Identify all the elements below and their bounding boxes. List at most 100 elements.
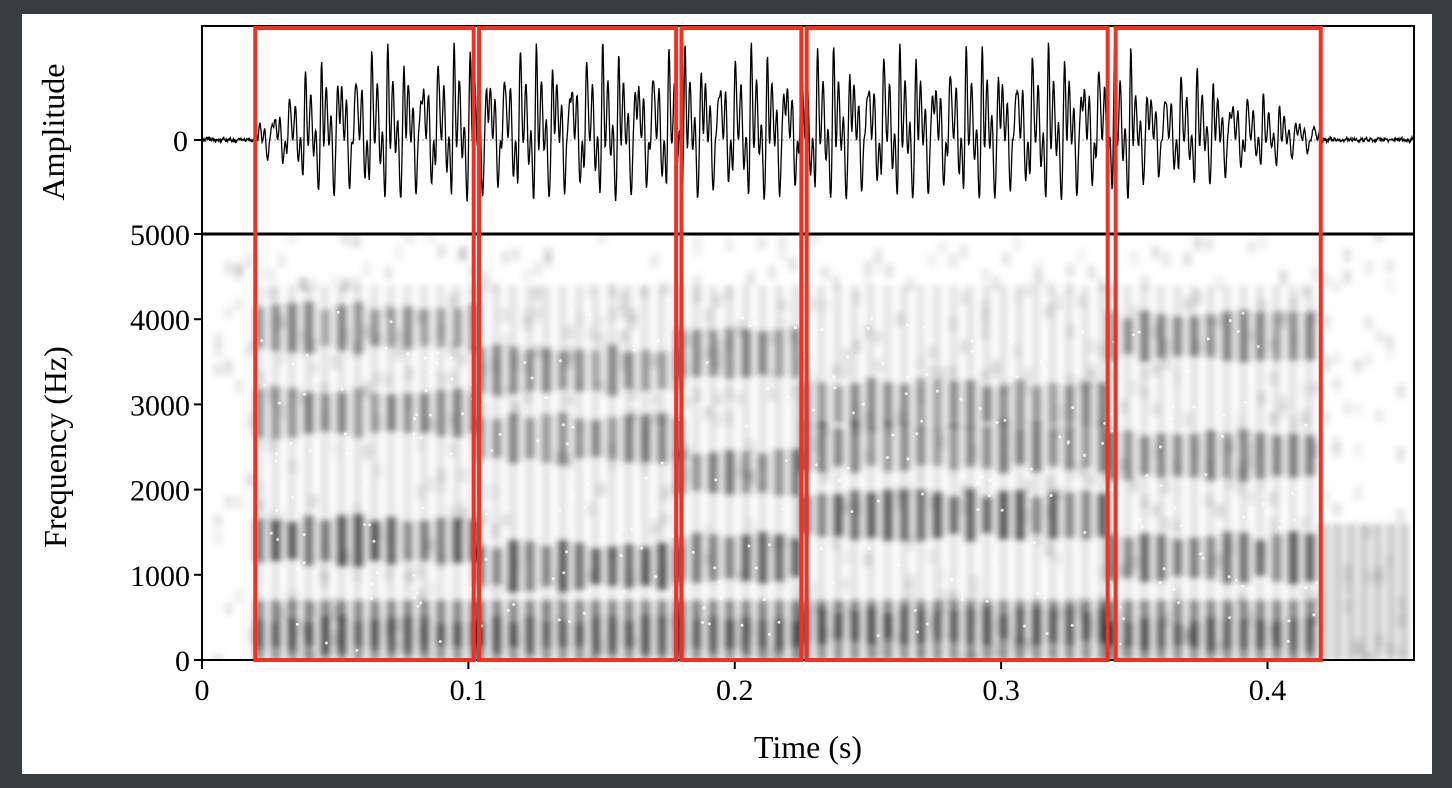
spectrogram-speckle — [406, 352, 410, 356]
spectrogram-haze — [247, 474, 253, 489]
spectrogram-image — [215, 234, 1408, 660]
spectrogram-haze — [598, 332, 604, 347]
y-tick-label: 2000 — [130, 475, 190, 508]
spectrogram-haze — [545, 246, 551, 261]
spectrogram-speckle — [714, 478, 718, 482]
spectrogram-speckle — [1201, 556, 1205, 560]
spectrogram-speckle — [1138, 517, 1142, 521]
spectrogram-speckle — [1110, 429, 1114, 433]
spectrogram-haze — [1312, 266, 1318, 281]
spectrogram-speckle — [766, 387, 770, 391]
spectrogram-haze — [1120, 458, 1126, 473]
spectrogram-haze — [1344, 564, 1350, 579]
spectrogram-speckle — [1177, 601, 1181, 605]
spectrogram-haze — [449, 343, 455, 358]
spectrogram-speckle — [567, 620, 571, 624]
spectrogram-speckle — [1172, 587, 1176, 591]
spectrogram-speckle — [1040, 359, 1044, 363]
spectrogram-speckle — [587, 589, 591, 593]
spectrogram-haze — [1302, 284, 1308, 299]
spectrogram-speckle — [1122, 617, 1126, 621]
spectrogram-speckle — [536, 439, 540, 443]
spectrogram-haze — [364, 379, 370, 394]
spectrogram-haze — [481, 281, 487, 296]
spectrogram-striation — [322, 285, 328, 643]
spectrogram-speckle — [785, 408, 789, 412]
spectrogram-haze — [566, 454, 572, 469]
spectrogram-speckle — [671, 534, 675, 538]
spectrogram-haze — [1025, 382, 1031, 397]
spectrogram-haze — [566, 343, 572, 358]
spectrogram-haze — [1078, 248, 1084, 263]
spectrogram-haze — [811, 372, 817, 387]
spectrogram-speckle — [413, 417, 417, 421]
spectrogram-striation — [1017, 285, 1023, 643]
spectrogram-haze — [364, 325, 370, 340]
spectrogram-haze — [1046, 304, 1052, 319]
spectrogram-haze — [1184, 412, 1190, 427]
spectrogram-tail — [1400, 523, 1408, 660]
spectrogram-haze — [1248, 490, 1254, 505]
spectrogram-haze — [1152, 362, 1158, 377]
spectrogram-speckle — [985, 599, 989, 603]
waveform-panel: 0 Amplitude — [35, 25, 1415, 235]
spectrogram-haze — [1312, 611, 1318, 626]
spectrogram-speckle — [1241, 311, 1245, 315]
spectrogram-speckle — [269, 531, 273, 535]
spectrogram-haze — [1323, 489, 1329, 504]
figure: 0 Amplitude 0 1000 2000 3000 4000 5000 Freque… — [22, 14, 1432, 774]
spectrogram-haze — [1366, 651, 1372, 660]
spectrogram-speckle — [915, 432, 919, 436]
spectrogram-speckle — [424, 389, 428, 393]
spectrogram-striation — [626, 285, 632, 643]
spectrogram-striation — [1273, 285, 1279, 643]
spectrogram-haze — [279, 352, 285, 367]
spectrogram-speckle — [289, 441, 293, 445]
spectrogram-speckle — [461, 412, 465, 416]
spectrogram-haze — [1035, 273, 1041, 288]
spectrogram-speckle — [740, 623, 744, 627]
spectrogram-striation — [355, 285, 361, 643]
spectrogram-speckle — [295, 566, 299, 570]
spectrogram-haze — [822, 468, 828, 483]
spectrogram-haze — [1344, 400, 1350, 415]
spectrogram-haze — [652, 527, 658, 542]
spectrogram-speckle — [277, 401, 281, 405]
spectrogram-haze — [1398, 384, 1404, 399]
spectrogram-speckle — [777, 620, 781, 624]
spectrogram-speckle — [717, 580, 721, 584]
spectrogram-speckle — [913, 609, 917, 613]
spectrogram-speckle — [450, 377, 454, 381]
spectrogram-speckle — [832, 581, 836, 585]
spectrogram-haze — [1025, 367, 1031, 382]
spectrogram-striation — [576, 285, 582, 643]
spectrogram-haze — [705, 345, 711, 360]
spectrogram-haze — [939, 366, 945, 381]
spectrogram-haze — [780, 317, 786, 332]
spectrogram-speckle — [324, 641, 328, 645]
spectrogram-haze — [1131, 555, 1137, 570]
spectrogram-speckle — [1228, 616, 1232, 620]
spectrogram-speckle — [583, 505, 587, 509]
spectrogram-striation — [289, 285, 295, 643]
spectrogram-haze — [311, 494, 317, 509]
spectrogram-haze — [524, 268, 530, 283]
waveform-tick-label-zero: 0 — [173, 125, 188, 158]
spectrogram-speckle — [1007, 335, 1011, 339]
spectrogram-haze — [247, 254, 253, 269]
spectrogram-speckle — [363, 523, 367, 527]
spectrogram-haze — [428, 537, 434, 552]
spectrogram-haze — [279, 403, 285, 418]
spectrogram-speckle — [415, 413, 419, 417]
y-tick-label: 3000 — [130, 389, 190, 422]
spectrogram-speckle — [1292, 518, 1296, 522]
spectrogram-haze — [215, 332, 221, 347]
spectrogram-striation — [1191, 285, 1197, 643]
spectrogram-speckle — [498, 432, 502, 436]
spectrogram-speckle — [295, 622, 299, 626]
spectrogram-haze — [961, 340, 967, 355]
spectrogram-haze — [524, 316, 530, 331]
spectrogram-haze — [460, 467, 466, 482]
spectrogram-haze — [236, 265, 242, 280]
spectrogram-haze — [897, 312, 903, 327]
